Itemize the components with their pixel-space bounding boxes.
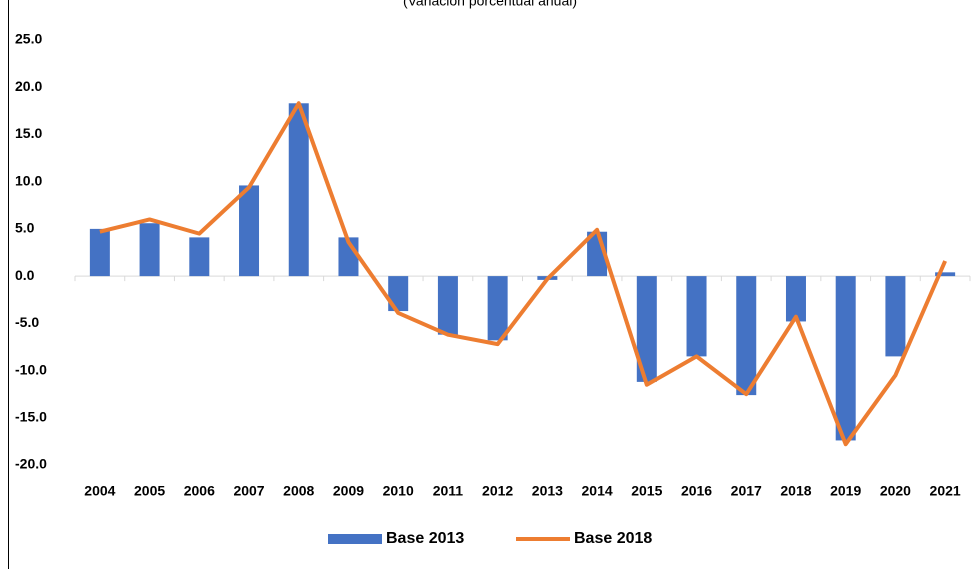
bar — [437, 276, 458, 335]
legend-label: Base 2018 — [574, 530, 652, 547]
x-tick-label: 2010 — [383, 483, 414, 499]
x-tick-label: 2017 — [731, 483, 762, 499]
x-tick-label: 2009 — [333, 483, 364, 499]
y-tick-label: 15.0 — [15, 125, 42, 141]
bar — [785, 276, 806, 322]
bar — [487, 276, 508, 341]
bar — [835, 276, 856, 441]
x-tick-label: 2011 — [433, 483, 464, 499]
bar — [636, 276, 657, 382]
y-tick-label: -5.0 — [15, 314, 39, 330]
bar — [388, 276, 409, 312]
bar — [935, 272, 956, 277]
bar — [686, 276, 707, 357]
y-tick-label: 0.0 — [15, 267, 35, 283]
x-tick-label: 2021 — [930, 483, 961, 499]
y-tick-label: 25.0 — [15, 31, 42, 47]
y-tick-label: -15.0 — [15, 408, 47, 424]
x-tick-label: 2019 — [830, 483, 861, 499]
bar — [139, 223, 160, 277]
y-tick-label: -20.0 — [15, 456, 47, 472]
x-tick-label: 2005 — [134, 483, 165, 499]
x-tick-label: 2014 — [582, 483, 613, 499]
line — [99, 101, 947, 447]
x-tick-label: 2018 — [780, 483, 811, 499]
x-tick-label: 2007 — [233, 483, 264, 499]
bar — [189, 237, 210, 277]
bar — [89, 228, 110, 277]
x-tick-label: 2020 — [880, 483, 911, 499]
legend-label: Base 2013 — [386, 530, 464, 547]
legend-swatch — [328, 534, 382, 544]
x-tick-label: 2006 — [184, 483, 215, 499]
y-tick-label: 10.0 — [15, 172, 42, 188]
chart-subtitle: (Variación porcentual anual) — [403, 0, 577, 9]
bar — [736, 276, 757, 396]
y-tick-label: -10.0 — [15, 361, 47, 377]
y-tick-label: 20.0 — [15, 78, 42, 94]
bar — [885, 276, 906, 357]
x-tick-label: 2013 — [532, 483, 563, 499]
bar — [239, 185, 260, 277]
x-tick-label: 2015 — [631, 483, 662, 499]
y-tick-label: 5.0 — [15, 220, 35, 236]
bar — [288, 103, 309, 277]
x-tick-label: 2012 — [482, 483, 513, 499]
x-tick-label: 2008 — [283, 483, 314, 499]
x-tick-label: 2004 — [84, 483, 115, 499]
x-tick-label: 2016 — [681, 483, 712, 499]
